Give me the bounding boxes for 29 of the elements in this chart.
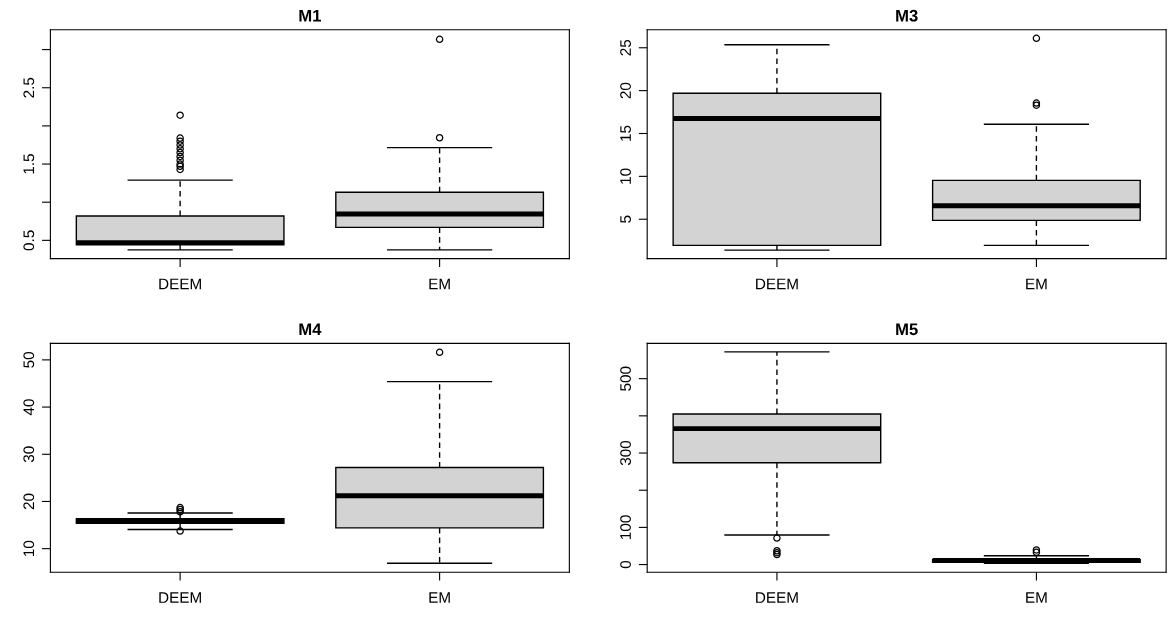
chart-title: M3 [896, 9, 918, 22]
y-tick-label: 20 [620, 82, 631, 99]
x-tick-label: EM [429, 592, 450, 603]
x-tick-label: DEEM [756, 278, 798, 290]
y-tick-label: 50 [23, 351, 35, 368]
y-tick-label: 10 [620, 168, 631, 184]
y-tick-label: 40 [23, 399, 35, 416]
y-tick-label: 0 [620, 560, 631, 569]
y-tick-label: 30 [23, 446, 35, 463]
y-tick-label: 0.5 [23, 230, 35, 251]
chart-title: M1 [299, 9, 321, 22]
y-tick-label: 500 [620, 366, 631, 391]
x-tick-label: DEEM [159, 592, 201, 603]
chart-title: M5 [896, 323, 918, 336]
y-tick-label: 100 [620, 515, 631, 539]
x-tick-label: DEEM [159, 278, 201, 290]
y-tick-label: 15 [620, 125, 631, 141]
y-tick-label: 2.5 [23, 77, 35, 98]
chart-title: M4 [299, 323, 322, 336]
y-tick-label: 20 [23, 493, 35, 510]
x-tick-label: EM [429, 278, 450, 290]
y-tick-label: 5 [620, 215, 631, 223]
x-tick-label: DEEM [756, 592, 798, 603]
y-tick-label: 10 [23, 540, 35, 556]
y-tick-label: 300 [620, 440, 631, 466]
x-tick-label: EM [1026, 592, 1047, 603]
x-tick-label: EM [1026, 278, 1047, 290]
y-tick-label: 25 [620, 39, 631, 56]
y-tick-label: 1.5 [23, 154, 35, 174]
